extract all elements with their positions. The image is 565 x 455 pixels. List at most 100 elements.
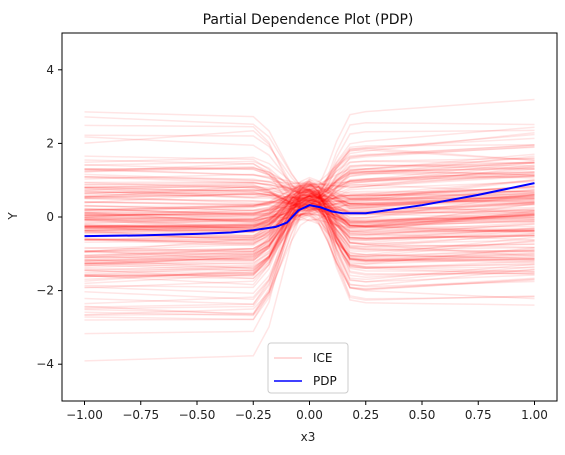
- ice-line: [84, 164, 535, 285]
- ice-line: [84, 206, 535, 261]
- ice-line: [84, 194, 535, 280]
- y-tick-label: −4: [36, 357, 54, 371]
- ice-line: [84, 194, 535, 310]
- ice-line: [84, 195, 535, 269]
- ice-line: [84, 180, 535, 232]
- ice-line: [84, 162, 535, 217]
- ice-line: [84, 185, 535, 211]
- ice-line: [84, 200, 535, 259]
- ice-line: [84, 199, 535, 242]
- ice-line: [84, 201, 535, 233]
- ice-line: [84, 193, 535, 214]
- ice-line: [84, 187, 535, 278]
- ice-line: [84, 181, 535, 258]
- ice-line: [84, 168, 535, 228]
- ice-line: [84, 171, 535, 265]
- ice-line: [84, 198, 535, 261]
- ice-line: [84, 192, 535, 220]
- ice-line: [84, 183, 535, 321]
- y-tick-label: 2: [46, 136, 54, 150]
- ice-line: [84, 183, 535, 211]
- ice-line: [84, 162, 535, 222]
- ice-line: [84, 190, 535, 288]
- ice-line: [84, 195, 535, 245]
- ice-line: [84, 167, 535, 234]
- x-tick-label: −0.75: [122, 408, 159, 422]
- ice-line: [84, 193, 535, 262]
- ice-line: [84, 199, 535, 272]
- ice-line: [84, 182, 535, 222]
- x-tick-label: −0.50: [179, 408, 216, 422]
- ice-line: [84, 199, 535, 305]
- ice-line: [84, 195, 535, 253]
- ice-line: [84, 174, 535, 208]
- ice-line: [84, 184, 535, 206]
- ice-line: [84, 191, 535, 244]
- ice-line: [84, 195, 535, 241]
- ice-line: [84, 202, 535, 272]
- x-tick-label: −0.25: [235, 408, 272, 422]
- ice-line: [84, 185, 535, 240]
- ice-line: [84, 188, 535, 256]
- x-tick-label: 0.25: [352, 408, 379, 422]
- ice-line: [84, 190, 535, 262]
- ice-line: [84, 172, 535, 244]
- ice-line: [84, 162, 535, 201]
- ice-line: [84, 136, 535, 208]
- ice-line: [84, 213, 535, 290]
- ice-line: [84, 212, 535, 290]
- ice-line: [84, 181, 535, 227]
- ice-line: [84, 179, 535, 305]
- ice-line: [84, 160, 535, 230]
- ice-line: [84, 124, 535, 262]
- y-axis-label: Y: [6, 212, 20, 221]
- ice-line: [84, 194, 535, 289]
- ice-line: [84, 194, 535, 278]
- ice-line: [84, 179, 535, 203]
- ice-line: [84, 168, 535, 217]
- ice-line: [84, 167, 535, 237]
- ice-line: [84, 184, 535, 262]
- ice-line: [84, 194, 535, 316]
- ice-line: [84, 194, 535, 269]
- ice-line: [84, 155, 535, 223]
- ice-line: [84, 196, 535, 274]
- ice-line: [84, 212, 535, 258]
- ice-line: [84, 178, 535, 286]
- ice-line: [84, 198, 535, 316]
- x-tick-label: 0.00: [296, 408, 323, 422]
- y-axis-ticks: −4 −2 0 2 4: [36, 63, 62, 371]
- ice-line: [84, 171, 535, 214]
- x-axis-label: x3: [301, 430, 316, 444]
- ice-line: [84, 179, 535, 300]
- ice-line: [84, 193, 535, 227]
- ice-line: [84, 180, 535, 275]
- ice-line: [84, 178, 535, 335]
- ice-line: [84, 189, 535, 232]
- ice-line: [84, 168, 535, 228]
- ice-line: [84, 145, 535, 257]
- ice-line: [84, 201, 535, 265]
- ice-line: [84, 195, 535, 291]
- ice-line: [84, 214, 535, 316]
- ice-line: [84, 197, 535, 240]
- ice-line: [84, 185, 535, 253]
- pdp-line: [84, 182, 535, 238]
- ice-line: [84, 189, 535, 241]
- ice-line: [84, 201, 535, 269]
- x-axis-ticks: −1.00 −0.75 −0.50 −0.25 0.00 0.25 0.50 0.75 1.00: [66, 401, 548, 422]
- ice-line: [84, 200, 535, 281]
- ice-line: [84, 184, 535, 196]
- ice-line: [84, 167, 535, 211]
- x-tick-label: 0.50: [409, 408, 436, 422]
- ice-line: [84, 175, 535, 235]
- ice-line: [84, 189, 535, 289]
- ice-line: [84, 192, 535, 219]
- ice-line: [84, 137, 535, 243]
- ice-line: [84, 185, 535, 232]
- ice-line: [84, 184, 535, 315]
- ice-line: [84, 166, 535, 214]
- ice-line: [84, 202, 535, 262]
- ice-line: [84, 200, 535, 270]
- ice-line: [84, 211, 535, 265]
